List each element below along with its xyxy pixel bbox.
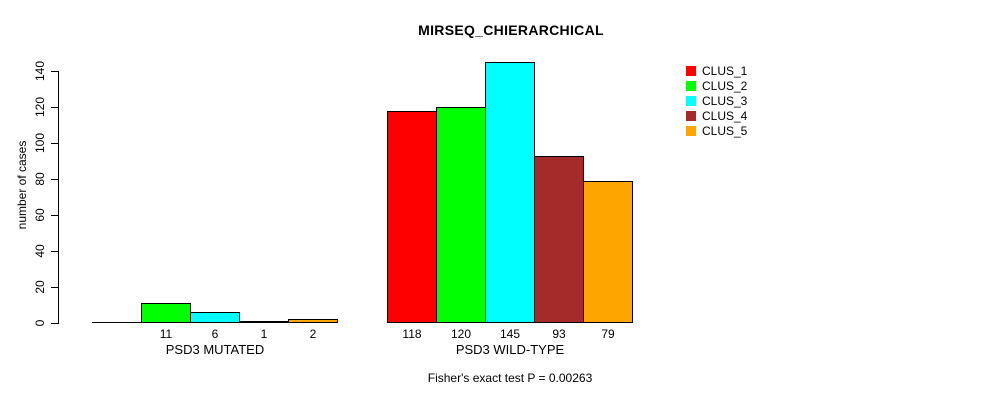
y-tick-mark bbox=[51, 143, 58, 144]
bar-clus_5-psd3-mutated bbox=[288, 319, 338, 323]
bar-clus_5-psd3-wild-type bbox=[583, 181, 633, 323]
bar-value-label: 2 bbox=[309, 327, 317, 341]
y-tick-mark bbox=[51, 71, 58, 72]
legend-color-swatch bbox=[686, 126, 696, 136]
legend-color-swatch bbox=[686, 81, 696, 91]
bar-clus_4-psd3-mutated bbox=[239, 321, 289, 323]
legend-series-label: CLUS_1 bbox=[702, 64, 748, 78]
y-tick-label: 60 bbox=[33, 208, 47, 222]
bar-clus_1-psd3-mutated bbox=[92, 322, 142, 323]
y-tick-label: 120 bbox=[33, 96, 47, 118]
legend-color-swatch bbox=[686, 66, 696, 76]
bar-value-label: 120 bbox=[450, 327, 472, 341]
y-tick-mark bbox=[51, 287, 58, 288]
bar-value-label: 6 bbox=[211, 327, 219, 341]
bar-clus_2-psd3-mutated bbox=[141, 303, 191, 323]
bar-clus_2-psd3-wild-type bbox=[436, 107, 486, 323]
bar-clus_1-psd3-wild-type bbox=[387, 111, 437, 323]
y-tick-label: 20 bbox=[33, 280, 47, 294]
legend-color-swatch bbox=[686, 111, 696, 121]
bar-clus_3-psd3-wild-type bbox=[485, 62, 535, 323]
y-tick-mark bbox=[51, 251, 58, 252]
bar-value-label: 145 bbox=[499, 327, 521, 341]
y-tick-label: 80 bbox=[33, 172, 47, 186]
y-tick-label: 140 bbox=[33, 60, 47, 82]
group-label-psd3-mutated: PSD3 MUTATED bbox=[165, 342, 265, 357]
bar-clus_3-psd3-mutated bbox=[190, 312, 240, 323]
y-axis-line bbox=[58, 71, 59, 324]
y-tick-mark bbox=[51, 179, 58, 180]
legend-series-label: CLUS_2 bbox=[702, 79, 748, 93]
chart-title: MIRSEQ_CHIERARCHICAL bbox=[418, 22, 604, 38]
y-tick-mark bbox=[51, 107, 58, 108]
bar-clus_4-psd3-wild-type bbox=[534, 156, 584, 323]
y-tick-label: 100 bbox=[33, 132, 47, 154]
bar-value-label: 93 bbox=[552, 327, 566, 341]
bar-value-label: 79 bbox=[601, 327, 615, 341]
bar-value-label: 11 bbox=[159, 327, 173, 341]
y-tick-label: 0 bbox=[33, 319, 47, 327]
annotation-fisher-test: Fisher's exact test P = 0.00263 bbox=[427, 371, 593, 385]
bar-value-label: 118 bbox=[402, 327, 422, 341]
legend-series-label: CLUS_3 bbox=[702, 94, 748, 108]
bar-value-label: 1 bbox=[260, 327, 268, 341]
legend-series-label: CLUS_5 bbox=[702, 124, 748, 138]
y-tick-mark bbox=[51, 323, 58, 324]
y-tick-mark bbox=[51, 215, 58, 216]
legend-series-label: CLUS_4 bbox=[702, 109, 748, 123]
group-label-psd3-wild-type: PSD3 WILD-TYPE bbox=[455, 342, 565, 357]
legend-color-swatch bbox=[686, 96, 696, 106]
y-axis-title: number of cases bbox=[15, 140, 29, 230]
y-tick-label: 40 bbox=[33, 244, 47, 258]
